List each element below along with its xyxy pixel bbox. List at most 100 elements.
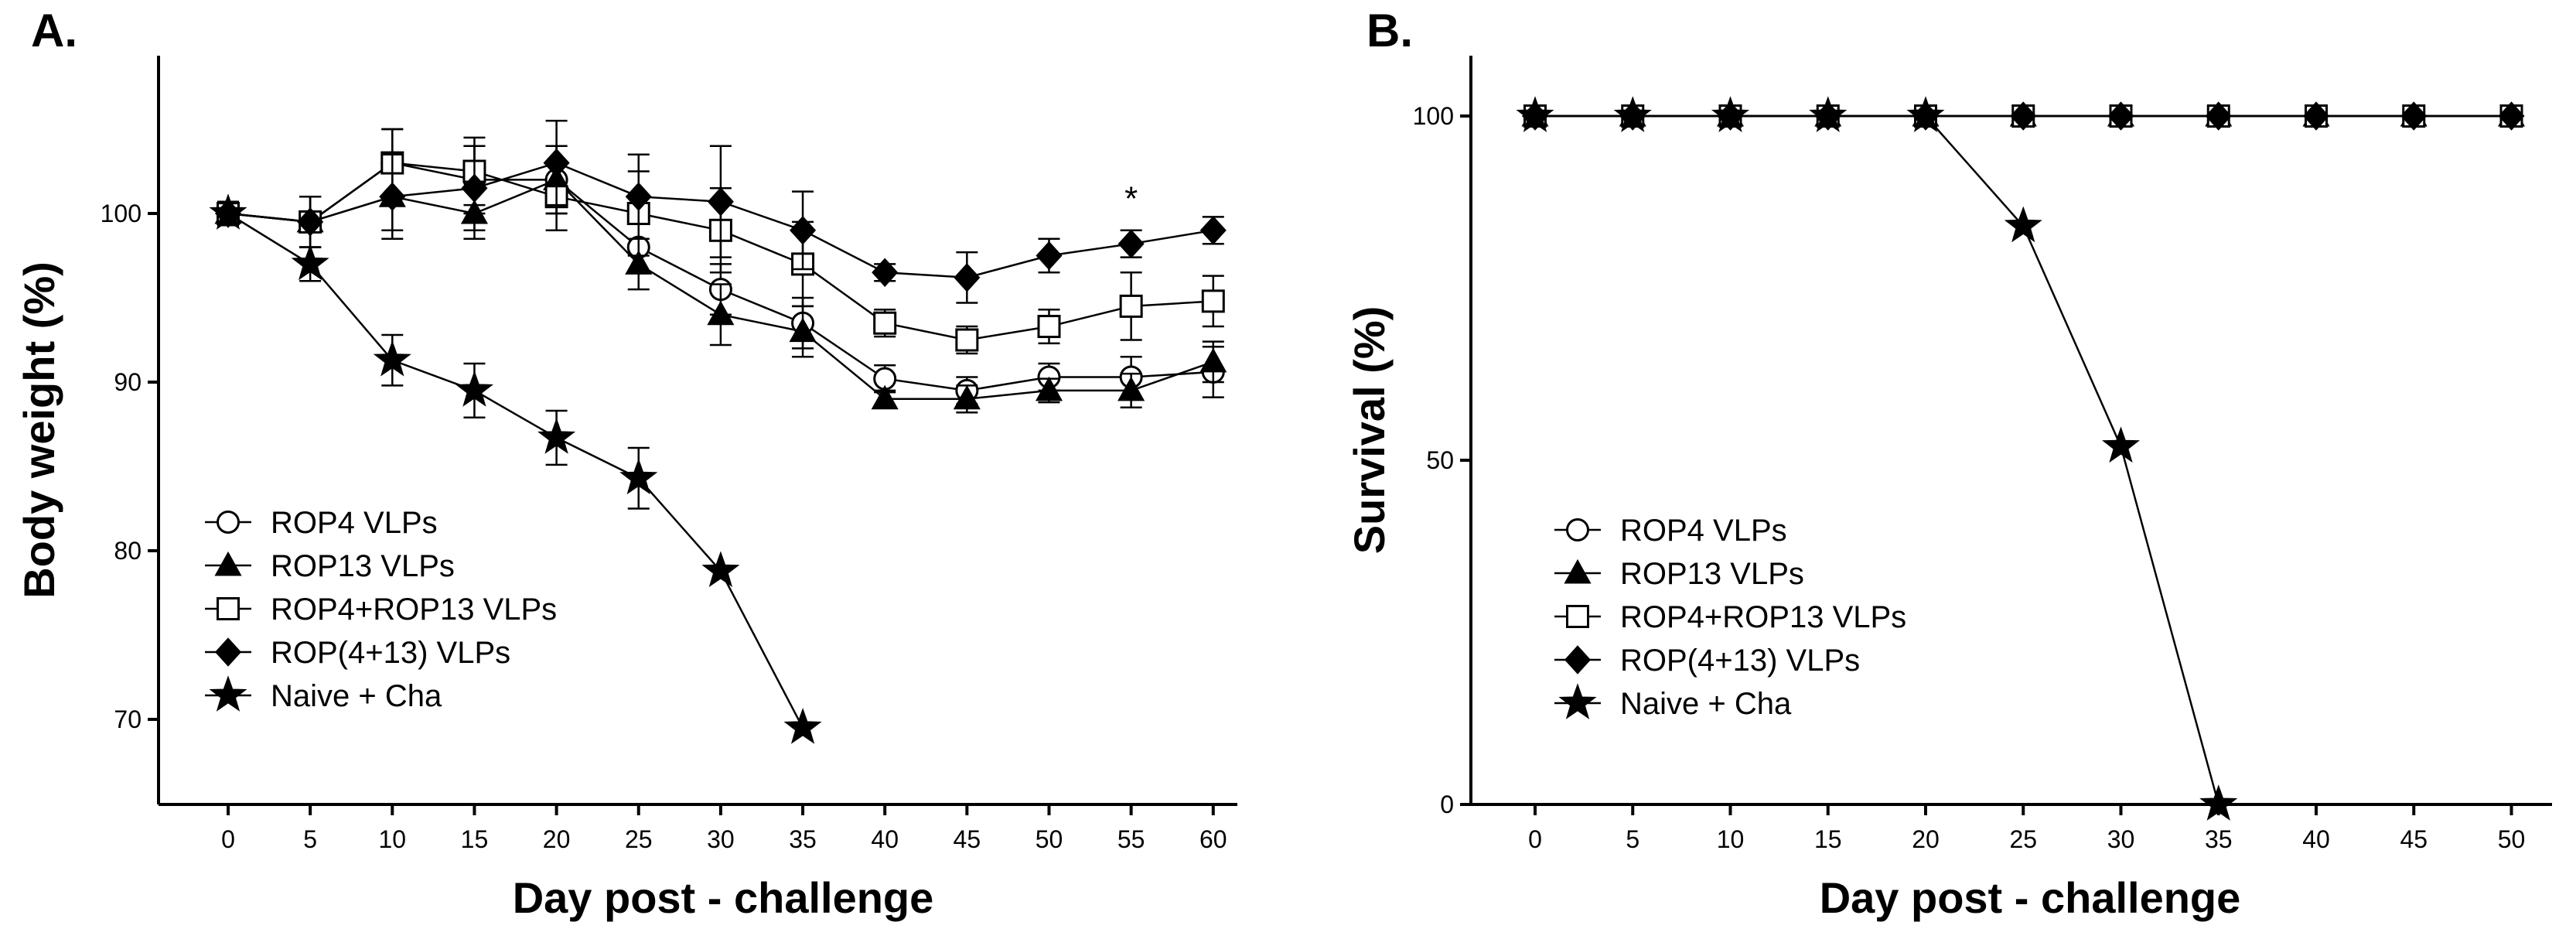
legend: ROP4 VLPs ROP13 VLPs ROP4+ROP13 VLPs ROP(4+… bbox=[205, 506, 557, 713]
legend-marker bbox=[214, 637, 242, 667]
legend-marker bbox=[1566, 605, 1589, 628]
data-point bbox=[2107, 101, 2134, 131]
data-point bbox=[955, 328, 979, 352]
x-tick-label: 25 bbox=[2009, 825, 2037, 853]
x-axis-title: Day post - challenge bbox=[1820, 873, 2241, 922]
x-tick-label: 35 bbox=[789, 825, 817, 853]
x-axis-title: Day post - challenge bbox=[513, 873, 934, 922]
data-point bbox=[537, 418, 576, 454]
x-tick-label: 5 bbox=[1626, 825, 1639, 853]
y-axis-title: Body weight (%) bbox=[15, 261, 63, 599]
series-naive-cha bbox=[1516, 96, 2238, 821]
legend-item: ROP4 VLPs bbox=[1554, 514, 1787, 548]
legend-label: ROP4 VLPs bbox=[271, 506, 438, 540]
x-tick-label: 55 bbox=[1117, 825, 1145, 853]
series-line bbox=[1535, 114, 2220, 805]
legend-label: ROP13 VLPs bbox=[271, 549, 455, 583]
legend-label: ROP4 VLPs bbox=[1620, 514, 1787, 548]
data-point bbox=[2498, 101, 2525, 131]
data-point bbox=[373, 340, 411, 377]
panel-b: B. 0 5 10 15 20 25 30 35 40 45 50 0 50 100 Day post - c… bbox=[1345, 5, 2552, 922]
data-point bbox=[873, 311, 897, 335]
data-point bbox=[1117, 376, 1145, 401]
data-point bbox=[291, 244, 329, 281]
x-tick-label: 15 bbox=[461, 825, 489, 853]
data-point bbox=[701, 551, 740, 587]
data-point bbox=[790, 216, 817, 245]
y-tick-label: 80 bbox=[114, 537, 142, 565]
data-point bbox=[1119, 294, 1143, 318]
x-tick-label: 50 bbox=[2498, 825, 2526, 853]
data-point bbox=[707, 187, 734, 217]
x-tick-label: 5 bbox=[303, 825, 317, 853]
x-tick-label: 20 bbox=[1912, 825, 1940, 853]
data-point bbox=[2010, 101, 2037, 131]
data-point bbox=[1035, 376, 1063, 401]
legend-item: ROP4+ROP13 VLPs bbox=[1554, 600, 1906, 634]
data-point bbox=[1199, 216, 1227, 245]
data-point bbox=[2205, 101, 2232, 131]
legend-item: Naive + Cha bbox=[205, 675, 442, 713]
y-tick-label: 90 bbox=[114, 368, 142, 396]
x-tick-label: 45 bbox=[2400, 825, 2428, 853]
x-tick-label: 30 bbox=[2107, 825, 2135, 853]
x-tick-label: 50 bbox=[1036, 825, 1063, 853]
data-point bbox=[209, 193, 247, 230]
data-point bbox=[625, 182, 652, 211]
data-point bbox=[2400, 101, 2428, 131]
legend-marker bbox=[217, 597, 240, 620]
x-tick-label: 60 bbox=[1199, 825, 1227, 853]
legend-marker bbox=[1566, 518, 1589, 541]
data-point bbox=[1036, 241, 1063, 271]
y-tick-label: 50 bbox=[1426, 446, 1454, 474]
x-tick-label: 10 bbox=[379, 825, 407, 853]
legend-label: ROP4+ROP13 VLPs bbox=[1620, 600, 1906, 634]
data-point bbox=[1117, 229, 1145, 258]
x-tick-label: 15 bbox=[1814, 825, 1842, 853]
panel-a: A. 0 5 10 15 20 25 30 35 40 45 50 55 60 70 80 90 100 Day p… bbox=[15, 5, 1237, 922]
data-point bbox=[872, 258, 899, 288]
legend-label: ROP(4+13) VLPs bbox=[1620, 644, 1860, 678]
legend-item: ROP(4+13) VLPs bbox=[205, 636, 510, 670]
data-point bbox=[1037, 315, 1061, 339]
panel-label: B. bbox=[1366, 5, 1413, 56]
legend-item: Naive + Cha bbox=[1554, 683, 1792, 721]
data-point bbox=[619, 458, 658, 495]
series-line bbox=[227, 212, 804, 729]
x-tick-label: 40 bbox=[871, 825, 899, 853]
legend-label: Naive + Cha bbox=[271, 679, 442, 713]
data-point bbox=[379, 182, 406, 211]
x-tick-label: 35 bbox=[2205, 825, 2233, 853]
legend-item: ROP13 VLPs bbox=[205, 549, 455, 583]
data-point bbox=[625, 250, 653, 275]
legend-marker bbox=[214, 551, 242, 576]
legend-item: ROP4+ROP13 VLPs bbox=[205, 593, 557, 627]
x-tick-label: 0 bbox=[221, 825, 235, 853]
data-point bbox=[1906, 96, 1945, 132]
data-point bbox=[2101, 426, 2141, 463]
data-point bbox=[1809, 96, 1848, 132]
legend-label: ROP4+ROP13 VLPs bbox=[271, 593, 557, 627]
x-tick-label: 40 bbox=[2302, 825, 2330, 853]
data-point bbox=[2302, 101, 2330, 131]
y-tick-label: 70 bbox=[114, 705, 142, 733]
significance-annotation: * bbox=[1124, 180, 1138, 218]
data-point bbox=[789, 317, 817, 343]
legend-item: ROP(4+13) VLPs bbox=[1554, 644, 1860, 678]
legend-item: ROP4 VLPs bbox=[205, 506, 438, 540]
x-tick-label: 10 bbox=[1717, 825, 1745, 853]
series-naive-cha bbox=[209, 193, 822, 744]
legend-item: ROP13 VLPs bbox=[1554, 557, 1804, 591]
legend-marker bbox=[1564, 645, 1592, 674]
y-tick-label: 100 bbox=[101, 200, 142, 227]
x-tick-label: 25 bbox=[625, 825, 653, 853]
data-point bbox=[543, 148, 570, 178]
x-tick-label: 30 bbox=[707, 825, 735, 853]
data-point bbox=[953, 384, 981, 410]
data-point bbox=[455, 371, 494, 407]
y-axis-title: Survival (%) bbox=[1345, 306, 1394, 555]
data-point bbox=[2199, 784, 2238, 821]
x-tick-label: 0 bbox=[1528, 825, 1542, 853]
legend-marker bbox=[217, 511, 240, 534]
